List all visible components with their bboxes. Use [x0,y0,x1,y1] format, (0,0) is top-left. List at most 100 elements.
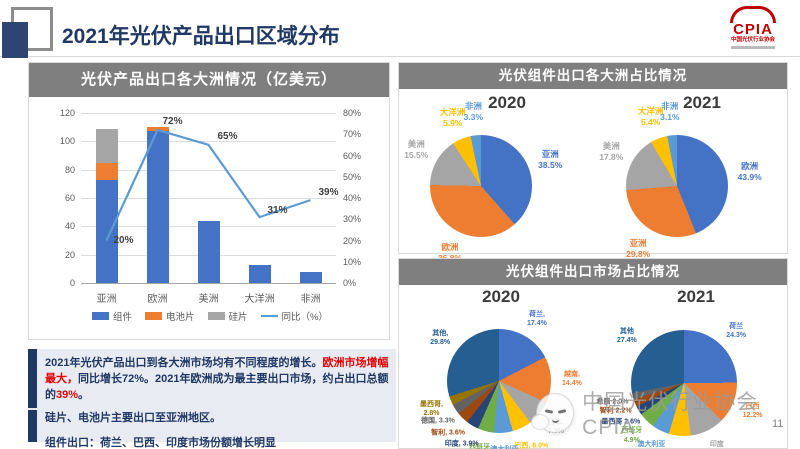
summary-accent-bar-top [28,349,37,408]
legend-swatch [145,312,163,320]
bar-segment [299,271,322,283]
left-axis-tick: 120 [59,108,75,118]
pie-slice-label: 印度, 3.9% [444,440,479,448]
panel-title: 光伏组件出口市场占比情况 [399,259,787,285]
pie-slice-label: 西班牙 4.9% [621,427,643,444]
right-axis-tick: 0% [343,278,357,288]
page-title: 2021年光伏产品出口区域分布 [62,25,340,48]
left-axis-tick: 0 [69,278,75,288]
pie-block-2020-continent: 2020 亚洲 38.5%欧洲 36.8%美洲 15.5%大洋洲 5.9%非洲 … [399,89,594,263]
legend-swatch [207,312,225,320]
panel-title: 光伏产品出口各大洲情况（亿美元） [29,63,389,97]
pie-slice-label: 其他, 29.8% [430,329,451,346]
legend-item: 电池片 [145,309,195,323]
summary-segment: 。 [78,388,90,401]
legend-label: 组件 [113,312,133,323]
legend-item: 硅片 [207,309,248,323]
right-axis-tick: 20% [343,235,362,246]
bar-segment [95,128,118,163]
bar-line-chart: 0 20 40 60 80 100 120 0% 10% 20% 30% 40% 50% 60% 70% 80… [29,97,391,341]
left-axis-tick: 40 [64,221,75,232]
pie-slice-label: 大洋洲 5.4% [637,105,664,127]
summary-paragraph-2: 硅片、电池片主要出口至亚洲地区。 [45,411,221,424]
panel-module-share-by-continent: 光伏组件出口各大洲占比情况 2020 亚洲 38.5%欧洲 36.8%美洲 15… [398,62,789,263]
header-decoration-square [2,22,28,58]
legend-swatch [260,314,278,318]
right-axis-tick: 50% [343,171,362,182]
pie-year-label: 2021 [683,93,721,112]
summary-accent-bar-bottom [28,410,37,442]
header-divider [0,56,800,57]
pie-slice-label: 亚洲 38.5% [538,148,563,170]
gridline [81,169,336,171]
legend-label: 同比（%） [281,312,328,323]
cpia-logo-text: CPIA [733,21,773,38]
pie-slice-label: 非洲 3.1% [660,101,680,123]
chart-legend: 组件 电池片 硅片 同比（%） [29,309,391,323]
gridline [81,113,336,114]
pie-chart-2020-continent: 亚洲 38.5%欧洲 36.8%美洲 15.5%大洋洲 5.9%非洲 3.3% [399,89,594,263]
line-point-label: 72% [162,116,183,127]
summary-box: 2021年光伏产品出口到各大洲市场均有不同程度的增长。欧洲市场增幅最大，同比增长… [28,349,396,449]
legend-label: 电池片 [166,312,195,323]
panel-module-share-by-market: 光伏组件出口市场占比情况 2020 荷兰, 17.4% 越南, 14.4% 日本, … [398,258,788,449]
pie [430,135,532,237]
bar-segment [248,264,271,283]
bar-segment [146,127,169,132]
pie-slice-label: 越南, 14.4% [562,371,582,388]
bar-segment [95,179,118,283]
pie-chart-2020-market: 荷兰, 17.4% 越南, 14.4% 日本, 7.9% 巴西, 6.0%澳大利亚, … [399,285,594,449]
line-point-label: 31% [267,205,288,217]
pie-slice-label: 非洲 3.3% [463,101,484,123]
cpia-logo-subtext: 中国光伏行业协会 [730,37,775,43]
left-axis-tick: 100 [59,136,75,147]
pie-block-2020-market: 2020 荷兰, 17.4% 越南, 14.4% 日本, 7.9% 巴西, 6.0%澳… [399,285,594,449]
page-number: 11 [772,418,784,430]
summary-paragraph-1: 2021年光伏产品出口到各大洲市场均有不同程度的增长。欧洲市场增幅最大，同比增长… [45,356,389,404]
legend-swatch [92,312,109,320]
bar-segment [197,220,220,283]
pie-slice-label: 美洲 17.8% [599,140,624,162]
pie-slice-label: 墨西哥 2.6% [601,417,641,425]
pie-chart-2021-continent: 欧洲 43.9% 亚洲 29.8% 美洲 17.8% 大洋洲 5.4% 非洲 3.1% [594,89,789,259]
right-axis-tick: 60% [343,150,362,161]
x-axis-label: 非洲 [300,294,321,305]
legend-label: 硅片 [228,312,248,323]
right-axis-tick: 30% [343,214,362,225]
legend-item: 同比（%） [260,309,328,323]
x-axis-label: 欧洲 [147,294,168,305]
pie-chart-2021-market: 荷兰 24.3%巴西 12.2%印度 10.3%日本 6.5%澳大利亚 5.2%… [594,285,789,449]
pie-slice-label: 德国, 3.3% [421,417,455,425]
cpia-logo: CPIA 中国光伏行业协会 [722,6,784,54]
panel-title: 光伏组件出口各大洲占比情况 [399,63,787,89]
pie-year-label: 2021 [677,287,715,306]
left-axis-tick: 60 [64,193,75,203]
right-axis-tick: 70% [343,129,362,140]
pie-slice-label: 巴西 12.2% [742,402,763,419]
pie-slice-label: 荷兰 24.3% [726,322,747,339]
pie-slice-label: 智利, 3.6% [431,429,465,437]
x-axis-label: 亚洲 [96,294,117,305]
right-axis-tick: 40% [343,193,362,203]
panel-export-by-continent: 光伏产品出口各大洲情况（亿美元） 0 20 40 60 80 100 120 0% 10% 20%… [28,62,390,340]
pie-slice-label: 日本, 7.9% [547,418,564,435]
pie-slice-label: 美洲 15.5% [404,139,429,161]
right-axis-tick: 10% [343,256,362,267]
summary-text: 2021年光伏产品出口到各大洲市场均有不同程度的增长。欧洲市场增幅最大，同比增长… [45,356,389,449]
pie-block-2021-continent: 2021 欧洲 43.9% 亚洲 29.8% 美洲 17.8% 大洋洲 5.4% 非洲 … [594,89,789,259]
summary-paragraph-3: 组件出口：荷兰、巴西、印度市场份额增长明显 [45,436,276,449]
pie-block-2021-market: 2021 荷兰 24.3%巴西 12.2%印度 10.3%日本 6.5%澳大利亚… [594,285,789,449]
summary-segment: 2021年光伏产品出口到各大洲市场均有不同程度的增长。 [45,357,323,369]
line-point-label: 20% [113,234,134,246]
pie-slice-label: 智利 2.2% [599,407,632,415]
gridline [81,283,336,284]
pie-slice-label: 大洋洲 5.9% [439,106,466,128]
pie-year-label: 2020 [488,93,526,112]
cpia-logo-english-line [731,46,775,49]
pie-slice-label: 希腊 2.0% [596,398,629,406]
line-point-label: 39% [318,187,339,199]
pie-slice-label: 荷兰, 17.4% [527,310,547,327]
right-axis-tick: 80% [343,108,362,118]
pie-slice-label: 欧洲 43.9% [737,160,762,182]
